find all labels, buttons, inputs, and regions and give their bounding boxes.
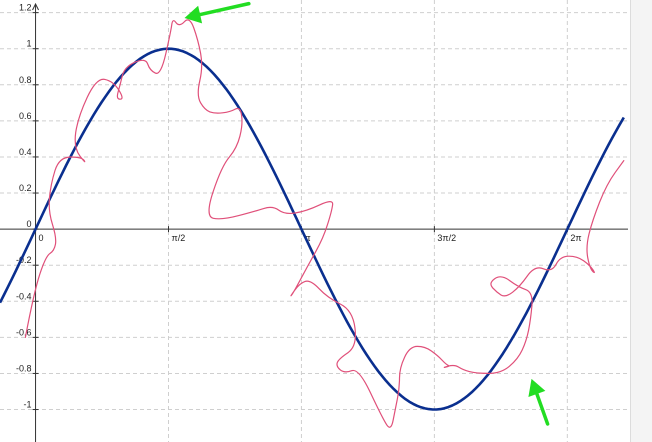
x-tick-label-2: π (304, 233, 310, 243)
tick-label-layer: 0 π/2 π 3π/2 2π 1.2 1 0.8 0.6 0.4 0.2 0 -0.2 -0.4 -0.6… (16, 3, 582, 410)
y-tick-label-2: 0.8 (19, 75, 32, 85)
green-arrow-shaft-2 (535, 392, 550, 426)
y-axis-arrowhead (32, 2, 39, 11)
y-tick-label-6: 0 (27, 219, 32, 229)
grid-layer (0, 0, 630, 442)
green-arrow-head-1 (184, 5, 203, 24)
annotation-layer (184, 1, 550, 426)
y-tick-label-3: 0.6 (19, 111, 32, 121)
sine-curve (0, 47, 625, 411)
x-tick-label-1: π/2 (171, 233, 185, 243)
x-tick-label-3: 3π/2 (437, 233, 456, 243)
y-tick-label-9: -0.6 (16, 327, 32, 337)
y-tick-label-10: -0.8 (16, 363, 32, 373)
y-tick-label-7: -0.2 (16, 255, 32, 265)
green-arrow-2 (528, 378, 550, 426)
y-tick-label-5: 0.2 (19, 183, 32, 193)
series-layer (0, 19, 625, 428)
y-tick-label-11: -1 (24, 400, 32, 410)
green-arrow-1 (184, 1, 251, 24)
green-arrow-head-2 (528, 378, 546, 397)
y-tick-label-8: -0.4 (16, 291, 32, 301)
green-arrow-shaft-1 (198, 1, 251, 17)
plot-area[interactable]: 0 π/2 π 3π/2 2π 1.2 1 0.8 0.6 0.4 0.2 0 -0.2 -0.4 -0.6… (0, 0, 630, 442)
y-tick-label-1: 1 (27, 39, 32, 49)
y-tick-label-0: 1.2 (19, 3, 32, 13)
axes-layer (0, 2, 628, 442)
chart-svg[interactable]: 0 π/2 π 3π/2 2π 1.2 1 0.8 0.6 0.4 0.2 0 -0.2 -0.4 -0.6… (0, 0, 630, 442)
y-tick-label-4: 0.4 (19, 147, 32, 157)
x-tick-label-0: 0 (39, 233, 44, 243)
side-panel-strip[interactable] (630, 0, 652, 442)
hand-drawn-curve (24, 19, 625, 428)
x-tick-label-4: 2π (570, 233, 581, 243)
